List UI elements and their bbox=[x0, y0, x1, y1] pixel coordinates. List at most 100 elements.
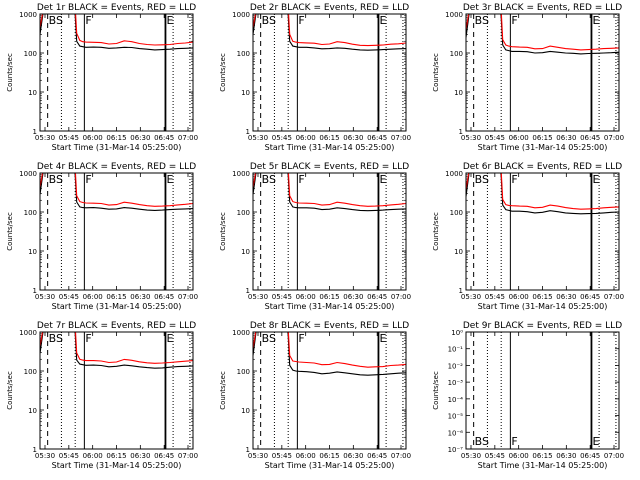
x-tick-label: 06:45 bbox=[580, 452, 600, 460]
y-axis-label: Counts/sec bbox=[219, 371, 227, 410]
y-tick-label: 1 bbox=[33, 128, 37, 136]
events-series-line bbox=[40, 173, 193, 211]
x-tick-label: 07:00 bbox=[604, 134, 624, 142]
events-series-line bbox=[253, 332, 406, 376]
plot-area: BS F E bbox=[40, 332, 193, 449]
x-tick-label: 06:00 bbox=[83, 452, 103, 460]
events-series-line bbox=[40, 14, 193, 51]
x-tick-label: 05:45 bbox=[59, 452, 79, 460]
plot-area: BS F E bbox=[473, 332, 617, 449]
x-tick-label: 06:15 bbox=[532, 134, 552, 142]
y-tick-label: 1000 bbox=[19, 170, 37, 178]
y-tick-label: 1 bbox=[459, 287, 463, 295]
x-axis-label: Start Time (31-Mar-14 05:25:00) bbox=[265, 143, 395, 152]
panel-title: Det 2r BLACK = Events, RED = LLD bbox=[250, 3, 409, 13]
lld-series-line bbox=[466, 14, 619, 51]
marker-label: BS bbox=[475, 14, 489, 27]
events-series-line bbox=[253, 14, 406, 51]
y-axis-label: Counts/sec bbox=[432, 53, 440, 92]
plot-area: BS F E bbox=[253, 14, 406, 131]
marker-label: BS bbox=[262, 173, 276, 186]
y-tick-label: 1000 bbox=[19, 329, 37, 337]
plot-area: BS F E bbox=[466, 14, 619, 131]
y-tick-label: 10 bbox=[241, 407, 250, 415]
y-tick-label: 1000 bbox=[445, 11, 463, 19]
x-tick-label: 06:30 bbox=[130, 293, 150, 301]
events-series-line bbox=[253, 173, 406, 212]
panel-8: Det 8r BLACK = Events, RED = LLD Counts/s… bbox=[219, 321, 411, 470]
y-tick-label: 1000 bbox=[445, 170, 463, 178]
x-tick-label: 06:15 bbox=[532, 452, 552, 460]
plot-frame bbox=[465, 172, 620, 291]
x-axis-label: Start Time (31-Mar-14 05:25:00) bbox=[265, 302, 395, 311]
x-tick-label: 07:00 bbox=[391, 293, 411, 301]
panel-7: Det 7r BLACK = Events, RED = LLD Counts/s… bbox=[6, 321, 198, 470]
y-axis-label: Counts/sec bbox=[6, 53, 14, 92]
y-tick-label: 1000 bbox=[232, 170, 250, 178]
panel-9: Det 9r BLACK = Events, RED = LLD Counts/s… bbox=[432, 321, 624, 470]
y-tick-label: 1 bbox=[246, 128, 250, 136]
x-tick-label: 06:00 bbox=[296, 452, 316, 460]
x-axis-label: Start Time (31-Mar-14 05:25:00) bbox=[265, 461, 395, 470]
y-tick-label: 10⁻⁵ bbox=[448, 413, 464, 421]
x-tick-label: 06:00 bbox=[509, 293, 529, 301]
y-tick-label: 10⁻¹ bbox=[448, 346, 464, 354]
x-axis-label: Start Time (31-Mar-14 05:25:00) bbox=[478, 302, 608, 311]
events-series-line bbox=[466, 14, 619, 55]
x-tick-label: 07:00 bbox=[391, 452, 411, 460]
panel-3: Det 3r BLACK = Events, RED = LLD Counts/s… bbox=[432, 3, 624, 152]
x-tick-label: 05:45 bbox=[485, 452, 505, 460]
x-tick-label: 05:45 bbox=[272, 134, 292, 142]
x-tick-label: 06:15 bbox=[319, 134, 339, 142]
plot-frame bbox=[465, 331, 620, 450]
plot-frame bbox=[465, 13, 620, 132]
x-tick-label: 07:00 bbox=[178, 293, 198, 301]
plot-area: BS F E bbox=[253, 173, 406, 290]
marker-label: BS bbox=[262, 332, 276, 345]
x-tick-label: 06:00 bbox=[509, 134, 529, 142]
y-tick-label: 10 bbox=[454, 248, 463, 256]
x-tick-label: 06:45 bbox=[367, 293, 387, 301]
events-series-line bbox=[466, 173, 619, 215]
marker-label: E bbox=[379, 14, 386, 27]
marker-label: E bbox=[166, 173, 173, 186]
marker-label: E bbox=[592, 435, 599, 448]
x-tick-label: 06:00 bbox=[83, 134, 103, 142]
marker-label: F bbox=[298, 173, 304, 186]
marker-label: F bbox=[298, 14, 304, 27]
x-tick-label: 06:45 bbox=[580, 293, 600, 301]
panel-5: Det 5r BLACK = Events, RED = LLD Counts/s… bbox=[219, 162, 411, 311]
panel-title: Det 6r BLACK = Events, RED = LLD bbox=[463, 162, 622, 172]
panel-title: Det 3r BLACK = Events, RED = LLD bbox=[463, 3, 622, 13]
plot-frame bbox=[252, 13, 407, 132]
x-tick-label: 07:00 bbox=[178, 134, 198, 142]
y-tick-label: 100 bbox=[450, 209, 463, 217]
marker-label: E bbox=[166, 14, 173, 27]
marker-label: F bbox=[511, 14, 517, 27]
y-tick-label: 1000 bbox=[232, 329, 250, 337]
x-tick-label: 05:30 bbox=[248, 452, 268, 460]
plot-frame bbox=[39, 331, 194, 450]
y-tick-label: 1 bbox=[459, 128, 463, 136]
y-tick-label: 10⁻⁴ bbox=[448, 396, 464, 404]
x-tick-label: 06:45 bbox=[367, 452, 387, 460]
marker-label: BS bbox=[49, 332, 63, 345]
plot-frame bbox=[252, 331, 407, 450]
y-tick-label: 100 bbox=[24, 50, 37, 58]
marker-label: BS bbox=[49, 14, 63, 27]
lld-series-line bbox=[253, 173, 406, 207]
y-tick-label: 1 bbox=[246, 287, 250, 295]
x-tick-label: 06:30 bbox=[343, 293, 363, 301]
x-tick-label: 06:15 bbox=[319, 452, 339, 460]
x-tick-label: 06:15 bbox=[106, 134, 126, 142]
lld-series-line bbox=[40, 173, 193, 207]
y-tick-label: 10⁻⁶ bbox=[448, 429, 464, 437]
x-tick-label: 06:30 bbox=[130, 452, 150, 460]
panel-title: Det 7r BLACK = Events, RED = LLD bbox=[37, 321, 196, 331]
x-axis-label: Start Time (31-Mar-14 05:25:00) bbox=[52, 143, 182, 152]
x-tick-label: 05:30 bbox=[248, 134, 268, 142]
plot-area: BS F E bbox=[253, 332, 406, 449]
x-tick-label: 06:45 bbox=[367, 134, 387, 142]
y-tick-label: 10⁻⁷ bbox=[448, 446, 464, 454]
x-tick-label: 05:45 bbox=[59, 293, 79, 301]
